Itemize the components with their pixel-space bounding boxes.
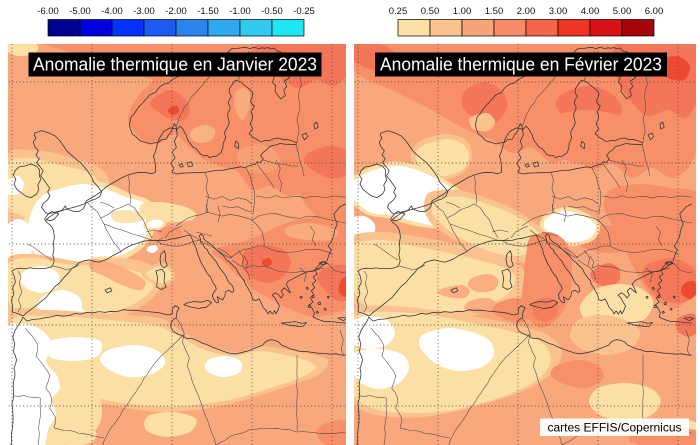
svg-text:6.00: 6.00 xyxy=(645,6,664,17)
svg-text:-0.50: -0.50 xyxy=(261,6,283,17)
svg-text:1.00: 1.00 xyxy=(453,6,472,17)
svg-text:0.25: 0.25 xyxy=(389,6,408,17)
svg-text:-4.00: -4.00 xyxy=(101,6,123,17)
svg-text:4.00: 4.00 xyxy=(581,6,600,17)
svg-text:5.00: 5.00 xyxy=(613,6,632,17)
svg-text:cartes EFFIS/Copernicus: cartes EFFIS/Copernicus xyxy=(547,421,681,435)
svg-text:-1.00: -1.00 xyxy=(229,6,251,17)
svg-text:3.00: 3.00 xyxy=(549,6,568,17)
svg-text:-0.25: -0.25 xyxy=(293,6,315,17)
svg-text:Anomalie thermique en Janvier: Anomalie thermique en Janvier 2023 xyxy=(33,55,317,75)
svg-text:Anomalie thermique en Février: Anomalie thermique en Février 2023 xyxy=(380,55,662,75)
svg-text:1.50: 1.50 xyxy=(485,6,504,17)
svg-text:-6.00: -6.00 xyxy=(37,6,59,17)
svg-text:2.00: 2.00 xyxy=(517,6,536,17)
svg-text:0.50: 0.50 xyxy=(421,6,440,17)
svg-text:-2.00: -2.00 xyxy=(165,6,187,17)
svg-text:-3.00: -3.00 xyxy=(133,6,155,17)
svg-text:-5.00: -5.00 xyxy=(69,6,91,17)
svg-text:-1.50: -1.50 xyxy=(197,6,219,17)
